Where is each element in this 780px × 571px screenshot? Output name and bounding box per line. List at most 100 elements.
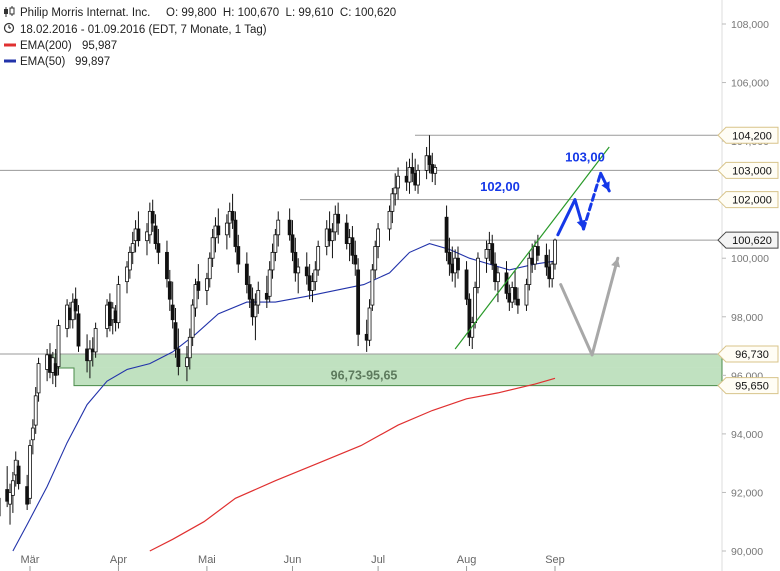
candle — [190, 299, 195, 347]
x-tick-label: Aug — [457, 554, 477, 566]
candle — [513, 269, 517, 306]
candle-body — [193, 284, 198, 309]
zone-band-upper — [47, 353, 722, 368]
horizontal-levels — [0, 134, 722, 355]
price-tag-box — [717, 377, 779, 395]
candle-body — [116, 284, 121, 324]
candle — [256, 281, 261, 314]
y-tick-label: 108,000 — [731, 19, 769, 31]
target-mid-label: 102,00 — [480, 179, 520, 194]
candle-body — [88, 348, 92, 362]
gray-up-arrow — [590, 256, 621, 357]
candle — [330, 223, 335, 259]
y-tick-label: 100,000 — [731, 253, 769, 265]
gray-up-arrow-head — [611, 258, 621, 268]
y-tick-label: 92,000 — [731, 487, 763, 499]
candle-body — [396, 175, 400, 189]
candle — [396, 167, 400, 200]
candle — [153, 214, 158, 250]
candle-body — [313, 269, 318, 283]
candle-body — [173, 322, 178, 350]
candle — [316, 240, 321, 276]
candle-body — [410, 167, 415, 174]
candle-body — [464, 269, 469, 300]
candle — [165, 240, 169, 288]
candle-body — [256, 290, 261, 306]
candle-body — [344, 222, 349, 244]
candle — [544, 243, 549, 276]
candle-body — [230, 210, 235, 221]
candle — [407, 158, 412, 194]
candle — [304, 252, 309, 285]
candle-body — [273, 234, 278, 253]
price-tag: 100,620 — [717, 231, 779, 249]
candle-body — [136, 228, 141, 242]
candle — [156, 228, 161, 265]
candle — [125, 261, 129, 294]
candle — [247, 275, 252, 308]
candle — [116, 275, 121, 329]
price-tag: 102,000 — [717, 191, 779, 209]
candle — [496, 267, 500, 303]
candle — [293, 237, 298, 282]
candle-body — [253, 304, 258, 318]
candle-body — [270, 251, 275, 271]
candle-body — [153, 225, 158, 244]
candle — [30, 419, 35, 455]
candle-body — [247, 284, 252, 300]
blue-up-arrow-shaft — [556, 198, 577, 237]
ema50-legend-label: EMA(50) — [20, 56, 66, 68]
candle-body — [535, 246, 540, 256]
candle-body — [10, 480, 15, 496]
candle — [527, 252, 532, 291]
candle-body — [36, 363, 41, 394]
x-tick-label: Jun — [284, 554, 302, 566]
candle — [470, 316, 475, 349]
candle — [236, 234, 241, 273]
candle-body — [470, 322, 475, 338]
candle — [53, 348, 58, 388]
candle-body — [224, 222, 229, 236]
candle — [187, 328, 192, 370]
candle — [524, 278, 529, 311]
candle-body — [290, 234, 295, 253]
candle-body — [316, 246, 321, 271]
candle-body — [56, 325, 61, 367]
candle-body — [456, 257, 460, 271]
candle — [353, 240, 358, 276]
candle — [210, 228, 215, 268]
candle-body — [390, 193, 395, 212]
price-tag-label: 102,000 — [732, 195, 772, 207]
candle-body — [8, 492, 12, 505]
candle — [28, 439, 32, 505]
x-axis-ticks: Mär Apr Mai Jun Jul Aug Sep — [21, 554, 565, 571]
candle — [427, 135, 432, 174]
price-tags: 104,200 103,000 102,000 100,620 96,730 95,650 — [717, 126, 779, 395]
candle — [216, 208, 221, 244]
candle-body — [53, 363, 58, 376]
candle — [136, 211, 141, 247]
price-tag: 103,000 — [717, 161, 779, 179]
trendline-path — [454, 146, 610, 350]
candle-body — [373, 246, 378, 271]
candle-body — [393, 187, 398, 195]
y-axis-ticks: 90,00092,00094,00096,00098,000100,000102… — [722, 19, 769, 558]
candle — [553, 238, 557, 270]
candle-body — [210, 237, 215, 259]
candle — [270, 243, 275, 279]
candle — [267, 261, 272, 303]
ema200-legend-label: EMA(200) — [20, 40, 72, 52]
candle — [393, 173, 398, 206]
blue-dashed-down-arrow — [599, 171, 611, 193]
candle — [476, 252, 480, 294]
candle-body — [16, 465, 21, 485]
candle — [350, 226, 355, 265]
candle — [73, 287, 78, 320]
candle — [467, 293, 472, 347]
candle — [244, 252, 249, 294]
price-tag-box — [717, 191, 779, 209]
candle — [56, 319, 61, 376]
candle-body — [550, 263, 555, 280]
clock-icon — [3, 22, 15, 34]
